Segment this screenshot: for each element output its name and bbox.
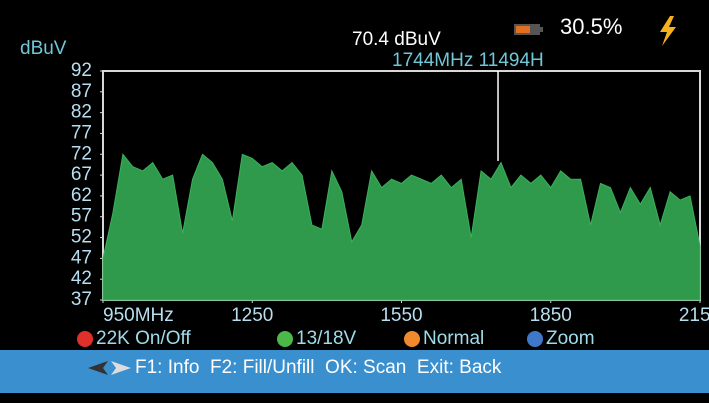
marker-level: 70.4 dBuV: [352, 29, 441, 50]
button-dot: [277, 331, 293, 347]
y-tick-label: 62: [71, 185, 92, 206]
nav-arrows: [88, 361, 131, 375]
x-tick-label: 2150: [679, 305, 709, 326]
x-tick-label: 1850: [530, 305, 572, 326]
battery-level: 30.5%: [560, 14, 622, 39]
button-dot: [527, 331, 543, 347]
button-dot: [404, 331, 420, 347]
y-tick-label: 72: [71, 143, 92, 164]
marker-info: 1744MHz 11494H: [392, 50, 544, 71]
y-tick-label: 67: [71, 164, 92, 185]
y-tick-label: 82: [71, 102, 92, 123]
y-tick-label: 37: [71, 289, 92, 310]
x-tick-label: 1250: [231, 305, 273, 326]
button-label: Normal: [423, 328, 484, 349]
y-tick-label: 57: [71, 206, 92, 227]
button-label: 22K On/Off: [96, 328, 191, 349]
y-tick-label: 42: [71, 268, 92, 289]
y-tick-label: 87: [71, 81, 92, 102]
button-label: Zoom: [546, 328, 595, 349]
x-tick-label: 950MHz: [103, 305, 174, 326]
y-tick-label: 47: [71, 247, 92, 268]
spectrum-area: [102, 153, 701, 301]
x-tick-label: 1550: [380, 305, 422, 326]
footer-help: F1: Info F2: Fill/Unfill OK: Scan Exit: …: [135, 357, 502, 378]
y-tick-label: 52: [71, 227, 92, 248]
y-axis-label: dBuV: [20, 38, 67, 59]
battery-icon: [514, 24, 543, 35]
button-label: 13/18V: [296, 328, 357, 349]
y-tick-label: 92: [71, 60, 92, 81]
button-dot: [77, 331, 93, 347]
y-tick-label: 77: [71, 122, 92, 143]
charging-icon: [660, 16, 676, 46]
